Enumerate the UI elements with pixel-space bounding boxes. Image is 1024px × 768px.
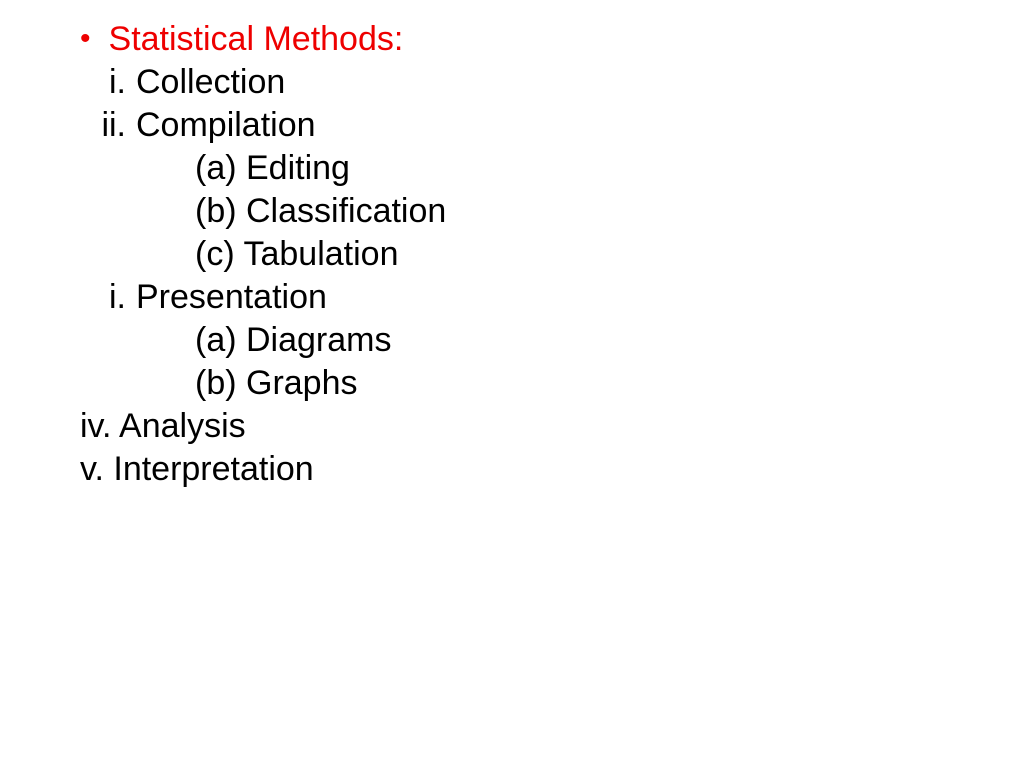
sub-item-diagrams: (a) Diagrams — [195, 321, 944, 360]
bullet-icon: • — [80, 24, 91, 54]
list-text: v. Interpretation — [80, 450, 314, 488]
heading-line: • Statistical Methods: — [80, 20, 944, 59]
list-item-compilation: ii. Compilation — [80, 106, 944, 145]
list-marker: ii. — [80, 106, 136, 145]
list-marker: i. — [80, 278, 136, 317]
sub-text: (a) Diagrams — [195, 321, 391, 360]
sub-item-classification: (b) Classification — [195, 192, 944, 231]
list-item-collection: i. Collection — [80, 63, 944, 102]
heading-text: Statistical Methods: — [109, 20, 404, 59]
list-item-analysis: iv. Analysis — [80, 407, 944, 446]
list-item-presentation: i. Presentation — [80, 278, 944, 317]
sub-text: (c) Tabulation — [195, 235, 399, 274]
sub-item-graphs: (b) Graphs — [195, 364, 944, 403]
sub-item-editing: (a) Editing — [195, 149, 944, 188]
list-text: Compilation — [136, 106, 316, 145]
list-text: Collection — [136, 63, 285, 102]
list-item-interpretation: v. Interpretation — [80, 450, 944, 489]
list-marker: i. — [80, 63, 136, 102]
sub-text: (a) Editing — [195, 149, 350, 188]
sub-text: (b) Graphs — [195, 364, 358, 403]
sub-text: (b) Classification — [195, 192, 446, 231]
list-text: iv. Analysis — [80, 407, 246, 445]
list-text: Presentation — [136, 278, 327, 317]
sub-item-tabulation: (c) Tabulation — [195, 235, 944, 274]
